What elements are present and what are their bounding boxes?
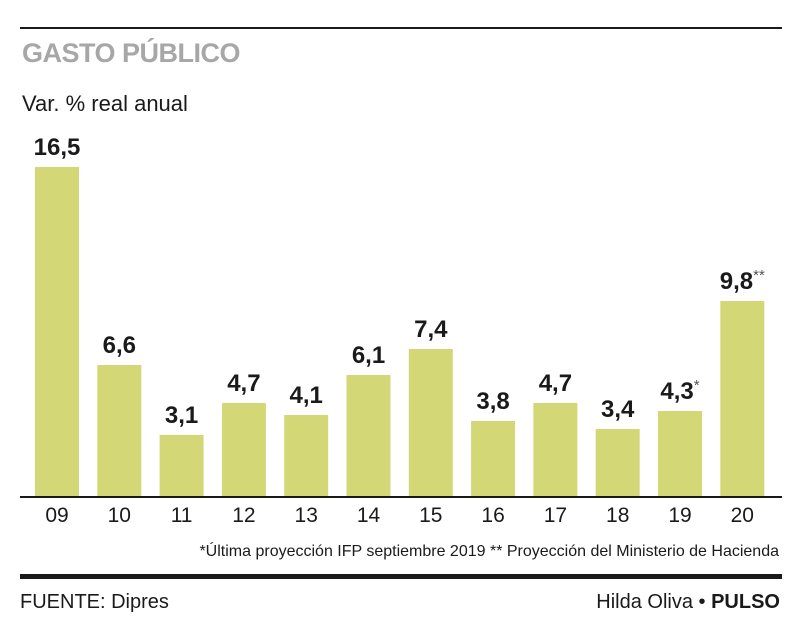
bar-18 — [595, 429, 640, 497]
bar-15 — [408, 349, 453, 497]
value-label-15: 7,4 — [414, 316, 448, 343]
credit-separator: • — [698, 591, 706, 613]
x-tick-13: 13 — [295, 504, 318, 527]
author-name: Hilda Oliva — [596, 591, 693, 613]
chart-subtitle: Var. % real anual — [22, 91, 188, 116]
x-tick-18: 18 — [606, 504, 629, 527]
value-label-17: 4,7 — [539, 370, 572, 397]
x-tick-16: 16 — [481, 504, 504, 527]
value-label-10: 6,6 — [103, 332, 136, 359]
value-label-09: 16,5 — [34, 134, 81, 161]
x-tick-11: 11 — [171, 504, 193, 527]
x-tick-14: 14 — [357, 504, 381, 527]
value-label-16: 3,8 — [476, 388, 509, 415]
value-label-11: 3,1 — [165, 402, 198, 429]
chart-title: GASTO PÚBLICO — [22, 38, 241, 68]
bottom-rule — [20, 574, 782, 579]
x-tick-17: 17 — [544, 504, 567, 527]
value-labels-group: 16,5 6,6 3,1 4,7 4,1 6,1 7,4 3,8 4,7 3,4 4,3* 9,8** — [34, 134, 765, 429]
x-tick-15: 15 — [419, 504, 442, 527]
value-label-13: 4,1 — [290, 382, 323, 409]
bar-10 — [97, 365, 142, 497]
bar-20 — [720, 301, 765, 497]
credit: Hilda Oliva • PULSO — [596, 591, 780, 614]
value-label-14: 6,1 — [352, 342, 385, 369]
bar-09 — [35, 167, 79, 497]
x-tick-09: 09 — [45, 504, 68, 527]
x-tick-20: 20 — [731, 504, 754, 527]
x-tick-10: 10 — [108, 504, 131, 527]
bar-chart: 16,5 6,6 3,1 4,7 4,1 6,1 7,4 3,8 4,7 3,4 4,3* 9,8**… — [20, 134, 782, 527]
bar-11 — [159, 435, 204, 497]
x-tick-19: 19 — [668, 504, 691, 527]
value-label-19: 4,3* — [660, 377, 699, 405]
value-label-20: 9,8** — [720, 267, 765, 295]
value-label-12: 4,7 — [227, 370, 260, 397]
bar-13 — [284, 415, 329, 497]
bar-19 — [658, 411, 702, 497]
top-rule — [20, 27, 782, 29]
bar-12 — [221, 403, 266, 497]
bar-14 — [346, 375, 391, 497]
bars-group — [35, 167, 765, 497]
source-text: FUENTE: Dipres — [20, 591, 169, 613]
bar-16 — [471, 421, 516, 497]
footnote: *Última proyección IFP septiembre 2019 *… — [199, 543, 779, 560]
bar-17 — [533, 403, 578, 497]
x-tick-labels-group: 09 10 11 12 13 14 15 16 17 18 19 20 — [45, 504, 754, 527]
value-label-18: 3,4 — [601, 396, 635, 423]
brand-name: PULSO — [711, 591, 780, 613]
x-tick-12: 12 — [232, 504, 255, 527]
